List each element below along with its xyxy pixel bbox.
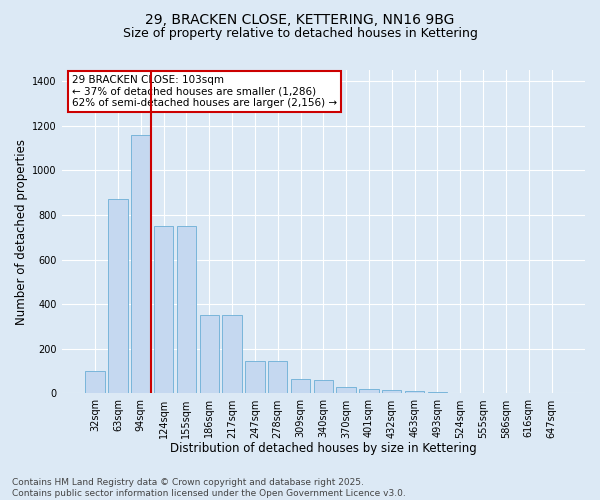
Bar [268,361,287,394]
Bar [245,361,265,394]
Y-axis label: Number of detached properties: Number of detached properties [15,138,28,324]
Bar [428,392,447,394]
Bar [223,316,242,394]
Bar [359,389,379,394]
Text: 29 BRACKEN CLOSE: 103sqm
← 37% of detached houses are smaller (1,286)
62% of sem: 29 BRACKEN CLOSE: 103sqm ← 37% of detach… [72,75,337,108]
Bar [291,379,310,394]
Bar [85,371,105,394]
Bar [177,226,196,394]
Bar [337,387,356,394]
Bar [108,200,128,394]
Text: Size of property relative to detached houses in Kettering: Size of property relative to detached ho… [122,28,478,40]
Text: 29, BRACKEN CLOSE, KETTERING, NN16 9BG: 29, BRACKEN CLOSE, KETTERING, NN16 9BG [145,12,455,26]
Text: Contains HM Land Registry data © Crown copyright and database right 2025.
Contai: Contains HM Land Registry data © Crown c… [12,478,406,498]
Bar [405,391,424,394]
Bar [154,226,173,394]
Bar [314,380,333,394]
X-axis label: Distribution of detached houses by size in Kettering: Distribution of detached houses by size … [170,442,477,455]
Bar [131,134,151,394]
Bar [200,316,219,394]
Bar [382,390,401,394]
